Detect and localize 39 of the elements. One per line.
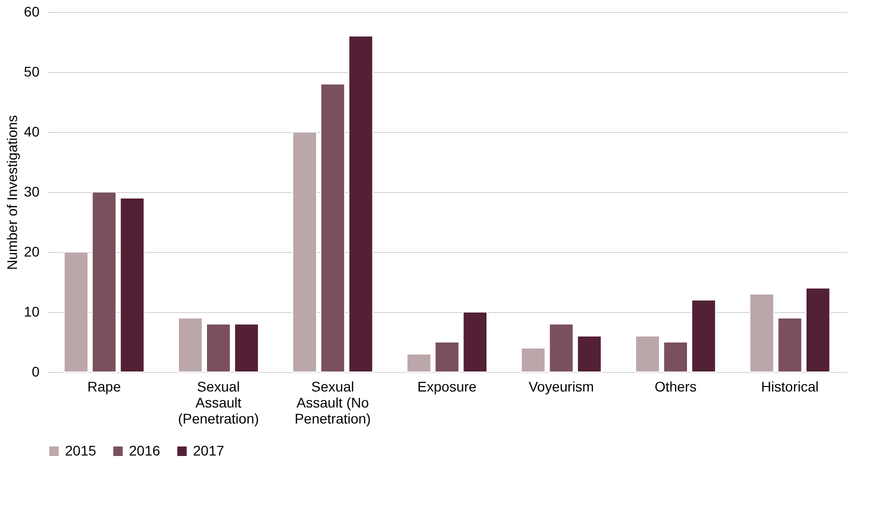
legend-label: 2017 [193,442,224,458]
bar [292,132,318,372]
bar [576,336,602,372]
bar [348,36,374,372]
x-tick-label: Historical [761,378,819,394]
y-tick-label: 60 [24,4,40,20]
bar [206,324,231,372]
y-tick-label: 40 [24,124,40,140]
bar [434,342,460,372]
bar [749,294,774,372]
x-tick-label: Voyeurism [528,378,594,394]
bar [120,198,145,372]
y-tick-label: 50 [24,64,40,80]
bar [320,84,346,372]
bar [406,354,432,372]
bar [234,324,259,372]
y-tick-label: 20 [24,244,40,260]
legend-label: 2016 [129,442,160,458]
x-tick-label: Rape [87,378,122,394]
bar [178,318,203,372]
bar [64,252,89,372]
y-tick-label: 30 [24,184,40,200]
bar [777,318,802,372]
y-tick-label: 0 [32,364,40,380]
legend-label: 2015 [65,442,96,458]
bar [691,300,716,372]
x-tick-label: Sexual Assault (Penetration) [178,378,259,426]
bar [462,312,488,372]
bar [805,288,830,372]
bar [92,192,117,372]
y-tick-label: 10 [24,304,40,320]
x-tick-label: Others [654,378,697,394]
bar [663,342,688,372]
bar [548,324,574,372]
x-tick-label: Exposure [417,378,477,394]
bar [635,336,660,372]
bar [520,348,546,372]
x-tick-label: Sexual Assault (No Penetration) [294,378,371,426]
y-axis-title: Number of Investigations [4,115,20,270]
